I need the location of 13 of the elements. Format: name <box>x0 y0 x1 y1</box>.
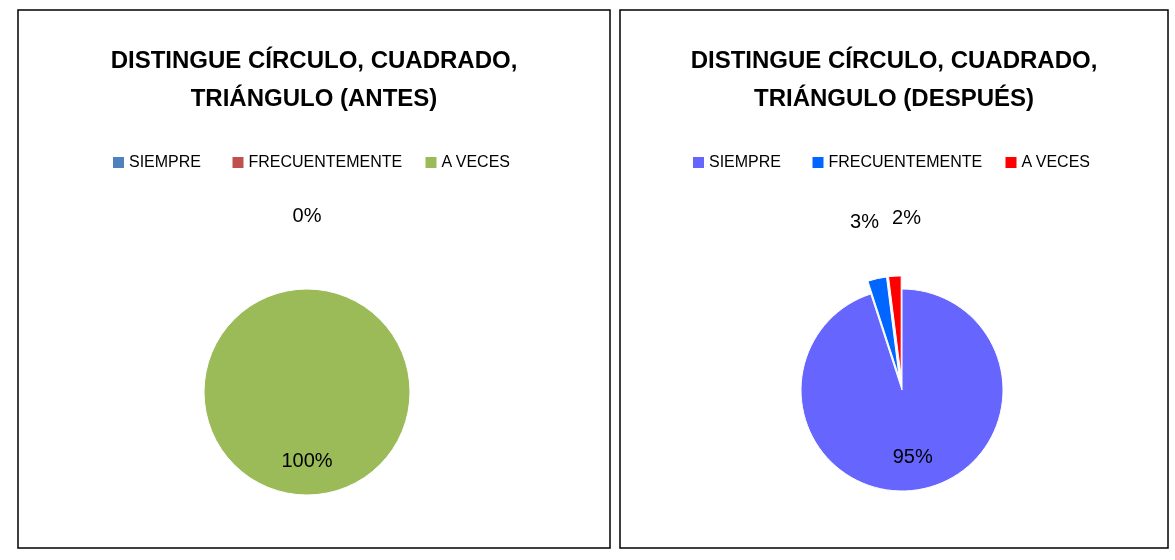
chart-title: DISTINGUE CÍRCULO, CUADRADO, TRIÁNGULO (DESPUÉS) <box>690 46 1098 111</box>
data-label: 2% <box>892 205 922 228</box>
data-label: 100% <box>281 449 333 472</box>
chart-title: DISTINGUE CÍRCULO, CUADRADO, TRIÁNGULO (ANTES) <box>110 46 518 111</box>
legend-label: FRECUENTEMENTE <box>828 153 983 171</box>
legend-label: SIEMPRE <box>129 153 202 171</box>
text: 0% <box>292 204 322 227</box>
legend-label: A VECES <box>1021 153 1090 171</box>
legend-label: SIEMPRE <box>709 153 782 171</box>
data-label: 3% <box>850 209 880 232</box>
legend-label: A VECES <box>441 153 510 171</box>
legend-label: FRECUENTEMENTE <box>248 153 403 171</box>
data-label: 95% <box>892 445 933 468</box>
